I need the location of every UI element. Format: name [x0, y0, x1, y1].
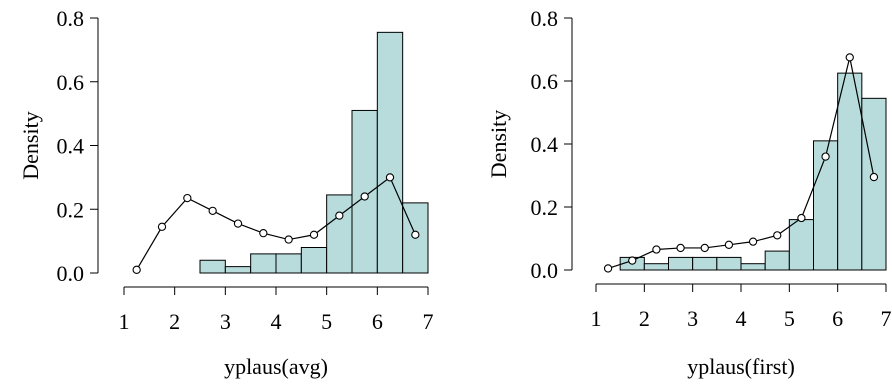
density-line [607, 57, 875, 269]
x-tick-label: 6 [372, 309, 383, 334]
x-tick-label: 5 [321, 309, 332, 334]
panel-right: 0.0 0.2 0.4 0.6 0.8 1 2 3 4 5 6 7 yplaus(first) Densi… [486, 6, 892, 379]
histogram-bar [351, 109, 378, 274]
density-point [385, 173, 395, 182]
histogram-bar [861, 97, 887, 271]
histogram-bar [300, 247, 328, 274]
density-point [259, 229, 268, 238]
y-tick-label: 0.0 [57, 261, 85, 286]
x-tick-label: 3 [220, 309, 231, 334]
x-tick-label: 5 [784, 306, 795, 331]
x-axis-label: yplaus(avg) [224, 354, 328, 379]
density-line [136, 176, 416, 271]
density-point [652, 245, 661, 254]
y-axis-label: Density [486, 110, 511, 178]
density-point [183, 193, 192, 203]
density-point [845, 53, 854, 62]
density-point [603, 264, 613, 273]
density-point [411, 230, 420, 239]
y-tick-label: 0.6 [531, 69, 559, 94]
histogram-bar [788, 219, 814, 271]
density-point [208, 206, 217, 215]
density-point [335, 211, 344, 220]
density-point [233, 219, 243, 228]
y-tick-label: 0.4 [57, 134, 85, 159]
x-tick-label: 7 [423, 309, 434, 334]
y-tick-label: 0.8 [57, 6, 85, 31]
density-point [360, 192, 369, 201]
x-tick-label: 2 [639, 306, 650, 331]
density-point [773, 231, 782, 240]
histogram-bar [224, 266, 252, 274]
histogram-bar [326, 194, 353, 274]
histogram-bar [250, 253, 277, 274]
y-tick-label: 0.2 [531, 195, 559, 220]
y-tick-label: 0.4 [531, 132, 559, 157]
y-tick-label: 0.2 [57, 197, 85, 222]
density-point [628, 256, 637, 265]
density-point [700, 243, 709, 253]
x-tick-label: 7 [881, 306, 892, 331]
histogram-bar [275, 253, 302, 274]
density-point [132, 265, 141, 274]
x-tick-label: 4 [271, 309, 282, 334]
histogram-bar [837, 72, 863, 271]
y-tick-label: 0.0 [531, 258, 559, 283]
histogram-bar [199, 259, 226, 274]
histogram-bar [643, 263, 669, 271]
x-tick-label: 6 [832, 306, 843, 331]
x-tick-label: 4 [736, 306, 747, 331]
x-tick-label: 1 [119, 309, 130, 334]
histogram-bar [716, 256, 742, 271]
x-tick-label: 2 [169, 309, 180, 334]
y-tick-label: 0.6 [57, 70, 85, 95]
density-point [157, 222, 167, 231]
density-point [748, 237, 758, 246]
density-point [284, 235, 293, 244]
x-tick-label: 1 [591, 306, 602, 331]
histogram-bar [813, 140, 839, 271]
histogram-bar [764, 250, 790, 271]
histogram-bar [692, 256, 718, 271]
y-tick-label: 0.8 [531, 6, 559, 31]
density-point [869, 172, 879, 182]
histogram-bar [376, 31, 404, 274]
x-tick-label: 3 [687, 306, 698, 331]
panel-left: 0.0 0.2 0.4 0.6 0.8 1 2 3 4 5 6 7 yplaus(avg) Density [18, 6, 434, 379]
histogram-bar [740, 263, 766, 271]
density-point [676, 243, 685, 253]
x-axis-label: yplaus(first) [687, 354, 795, 379]
density-point [821, 152, 830, 161]
density-point [309, 230, 319, 239]
density-point [797, 213, 806, 223]
y-axis-label: Density [18, 111, 43, 179]
density-point [724, 240, 734, 249]
histogram-bar [668, 256, 694, 271]
